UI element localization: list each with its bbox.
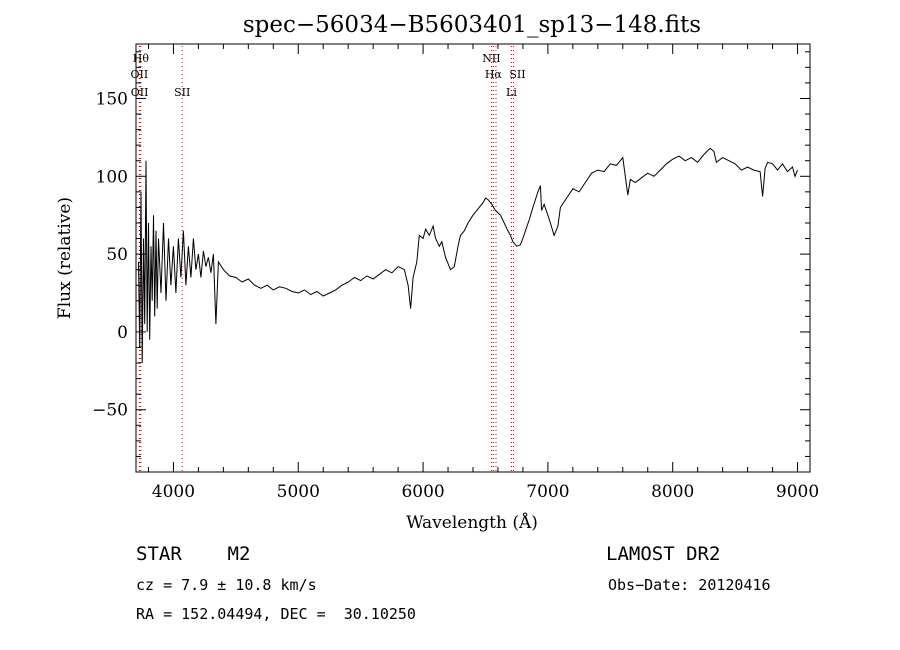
y-tick-label: 100 xyxy=(96,167,128,187)
coordinates: RA = 152.04494, DEC = 30.10250 xyxy=(136,605,416,623)
emission-line-label: OII xyxy=(131,68,149,81)
emission-line-label: NII xyxy=(482,52,500,65)
y-tick-label: −50 xyxy=(92,401,128,421)
observation-date: Obs−Date: 20120416 xyxy=(608,576,771,594)
emission-line-label: Hθ xyxy=(133,52,150,65)
emission-line-label: OII xyxy=(131,86,149,99)
y-axis-label: Flux (relative) xyxy=(55,197,75,319)
x-tick-label: 5000 xyxy=(277,482,320,502)
x-tick-label: 9000 xyxy=(776,482,819,502)
y-tick-label: 150 xyxy=(96,89,128,109)
object-class: STAR M2 xyxy=(136,543,251,565)
emission-line-label: Hα xyxy=(485,68,503,81)
axis-ticks: 4000 5000 6000 7000 8000 9000 −50 0 50 100 150 xyxy=(92,44,819,502)
emission-line-label: Li xyxy=(506,86,517,99)
plot-frame xyxy=(135,43,811,473)
y-tick-label: 50 xyxy=(106,245,128,265)
x-tick-label: 4000 xyxy=(152,482,195,502)
survey-name: LAMOST DR2 xyxy=(606,543,721,565)
x-tick-label: 7000 xyxy=(526,482,569,502)
y-tick-label: 0 xyxy=(117,323,128,343)
x-axis-label: Wavelength (Å) xyxy=(406,512,538,533)
emission-line-label: SII xyxy=(509,68,525,81)
emission-line-label: SII xyxy=(174,86,190,99)
x-tick-label: 6000 xyxy=(401,482,444,502)
spectrum-line xyxy=(138,147,798,364)
chart-title: spec−56034−B5603401_sp13−148.fits xyxy=(243,12,701,38)
x-tick-label: 8000 xyxy=(651,482,694,502)
redshift-velocity: cz = 7.9 ± 10.8 km/s xyxy=(136,576,317,594)
